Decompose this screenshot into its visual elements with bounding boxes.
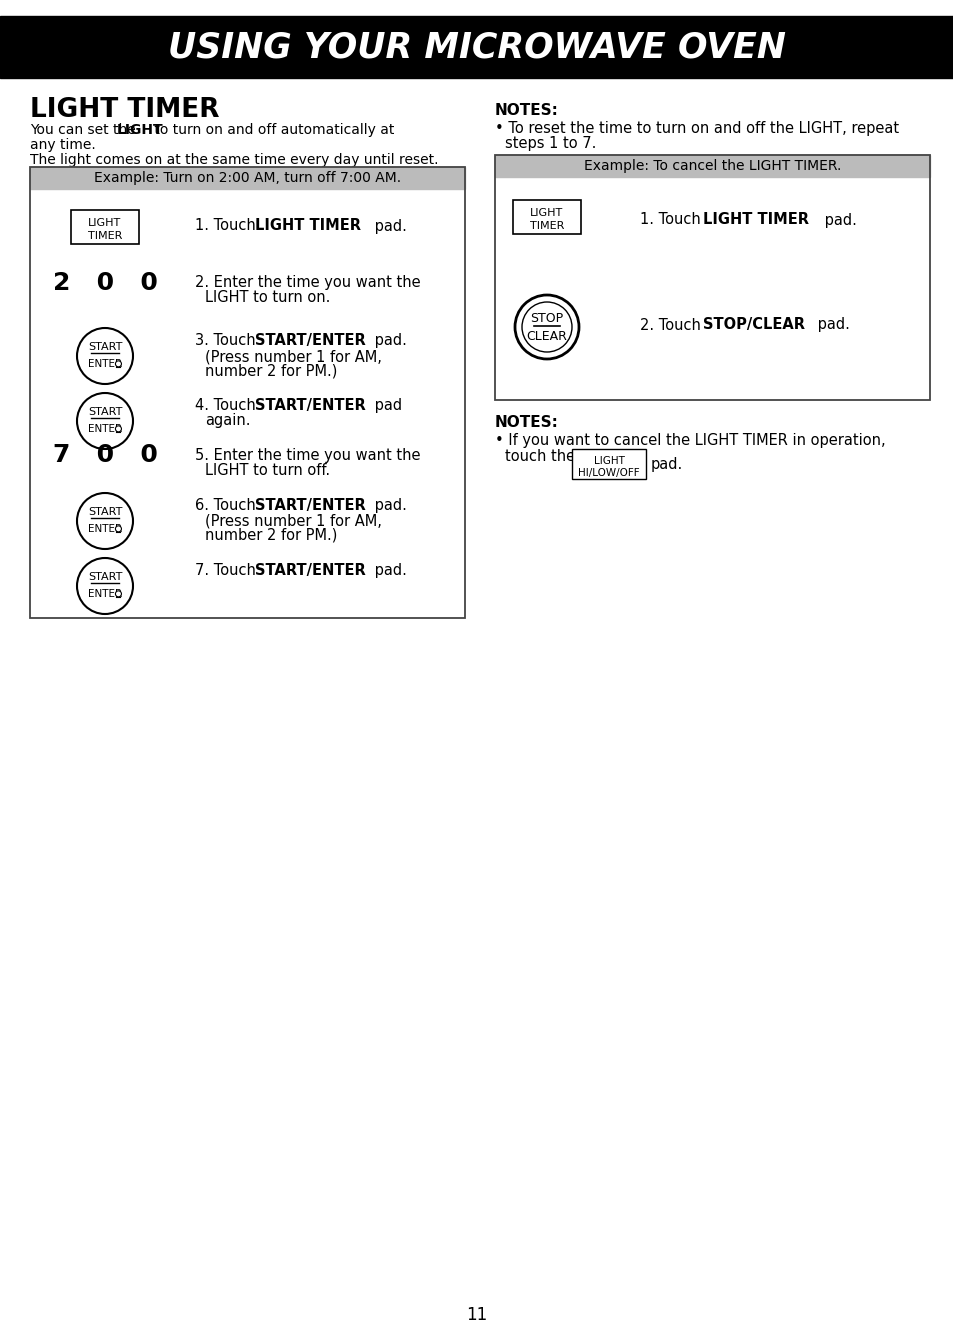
Text: ENTER: ENTER <box>88 589 122 599</box>
Text: START: START <box>88 342 122 352</box>
Text: LIGHT: LIGHT <box>89 217 121 228</box>
Text: LIGHT TIMER: LIGHT TIMER <box>30 97 219 123</box>
Bar <box>495 154 929 400</box>
Text: STOP/CLEAR: STOP/CLEAR <box>702 318 804 333</box>
Text: START/ENTER: START/ENTER <box>254 399 365 413</box>
Text: HI/LOW/OFF: HI/LOW/OFF <box>578 468 639 478</box>
Text: steps 1 to 7.: steps 1 to 7. <box>504 136 596 152</box>
Circle shape <box>521 302 572 352</box>
Text: LIGHT to turn off.: LIGHT to turn off. <box>205 463 330 478</box>
Bar <box>0 16 953 78</box>
Bar <box>572 450 645 479</box>
Bar <box>30 166 464 619</box>
Circle shape <box>115 361 121 366</box>
Text: 7. Touch: 7. Touch <box>194 564 260 578</box>
Text: pad.: pad. <box>650 458 682 472</box>
Text: ENTER: ENTER <box>88 358 122 369</box>
Circle shape <box>77 327 132 384</box>
Text: 3. Touch: 3. Touch <box>194 333 260 348</box>
Text: START/ENTER: START/ENTER <box>254 333 365 348</box>
Text: 4. Touch: 4. Touch <box>194 399 260 413</box>
Text: LIGHT: LIGHT <box>117 123 164 137</box>
Circle shape <box>115 590 121 597</box>
Text: pad.: pad. <box>370 333 406 348</box>
Bar <box>30 166 464 189</box>
Circle shape <box>115 425 121 432</box>
Circle shape <box>77 558 132 615</box>
Text: TIMER: TIMER <box>529 221 563 231</box>
Text: 1. Touch: 1. Touch <box>639 212 704 228</box>
Text: START: START <box>88 507 122 517</box>
Text: NOTES:: NOTES: <box>495 415 558 429</box>
Text: pad.: pad. <box>370 219 406 234</box>
Text: 1. Touch: 1. Touch <box>194 219 260 234</box>
Text: START: START <box>88 407 122 417</box>
Text: 2. Enter the time you want the: 2. Enter the time you want the <box>194 275 420 290</box>
Text: START/ENTER: START/ENTER <box>254 498 365 513</box>
Text: Example: To cancel the LIGHT TIMER.: Example: To cancel the LIGHT TIMER. <box>583 158 841 173</box>
Text: 11: 11 <box>466 1306 487 1325</box>
Text: START/ENTER: START/ENTER <box>254 564 365 578</box>
Text: LIGHT TIMER: LIGHT TIMER <box>702 212 808 228</box>
Text: pad.: pad. <box>820 212 856 228</box>
Text: ENTER: ENTER <box>88 523 122 534</box>
Circle shape <box>115 526 121 531</box>
Text: NOTES:: NOTES: <box>495 103 558 118</box>
Text: START: START <box>88 572 122 582</box>
Circle shape <box>77 393 132 450</box>
Text: USING YOUR MICROWAVE OVEN: USING YOUR MICROWAVE OVEN <box>168 30 785 64</box>
Text: to turn on and off automatically at: to turn on and off automatically at <box>150 123 394 137</box>
Text: TIMER: TIMER <box>88 231 122 242</box>
Text: number 2 for PM.): number 2 for PM.) <box>205 364 337 378</box>
Text: • To reset the time to turn on and off the LIGHT, repeat: • To reset the time to turn on and off t… <box>495 121 898 136</box>
Text: LIGHT TIMER: LIGHT TIMER <box>254 219 360 234</box>
Text: 2   0   0: 2 0 0 <box>52 271 157 295</box>
Text: LIGHT to turn on.: LIGHT to turn on. <box>205 290 330 305</box>
Bar <box>513 200 580 234</box>
Bar <box>495 154 929 177</box>
Circle shape <box>515 295 578 360</box>
Text: pad.: pad. <box>370 564 406 578</box>
Text: 7   0   0: 7 0 0 <box>52 443 157 467</box>
Text: number 2 for PM.): number 2 for PM.) <box>205 527 337 544</box>
Text: any time.: any time. <box>30 138 95 152</box>
Text: ENTER: ENTER <box>88 424 122 433</box>
Text: pad.: pad. <box>370 498 406 513</box>
Text: • If you want to cancel the LIGHT TIMER in operation,: • If you want to cancel the LIGHT TIMER … <box>495 433 884 448</box>
Bar <box>71 209 139 244</box>
Text: 6. Touch: 6. Touch <box>194 498 260 513</box>
Text: STOP: STOP <box>530 313 563 326</box>
Text: LIGHT: LIGHT <box>530 208 563 217</box>
Text: (Press number 1 for AM,: (Press number 1 for AM, <box>205 513 381 527</box>
Text: You can set the: You can set the <box>30 123 140 137</box>
Text: (Press number 1 for AM,: (Press number 1 for AM, <box>205 349 381 364</box>
Text: touch the: touch the <box>504 450 579 464</box>
Text: pad: pad <box>370 399 402 413</box>
Text: Example: Turn on 2:00 AM, turn off 7:00 AM.: Example: Turn on 2:00 AM, turn off 7:00 … <box>93 170 400 185</box>
Text: again.: again. <box>205 413 251 428</box>
Text: The light comes on at the same time every day until reset.: The light comes on at the same time ever… <box>30 153 438 166</box>
Text: 2. Touch: 2. Touch <box>639 318 705 333</box>
Text: LIGHT: LIGHT <box>593 456 624 466</box>
Text: CLEAR: CLEAR <box>526 330 567 342</box>
Text: 5. Enter the time you want the: 5. Enter the time you want the <box>194 448 420 463</box>
Text: pad.: pad. <box>812 318 849 333</box>
Circle shape <box>77 493 132 549</box>
